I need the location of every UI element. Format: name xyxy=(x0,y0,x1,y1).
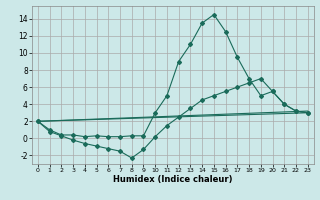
X-axis label: Humidex (Indice chaleur): Humidex (Indice chaleur) xyxy=(113,175,233,184)
